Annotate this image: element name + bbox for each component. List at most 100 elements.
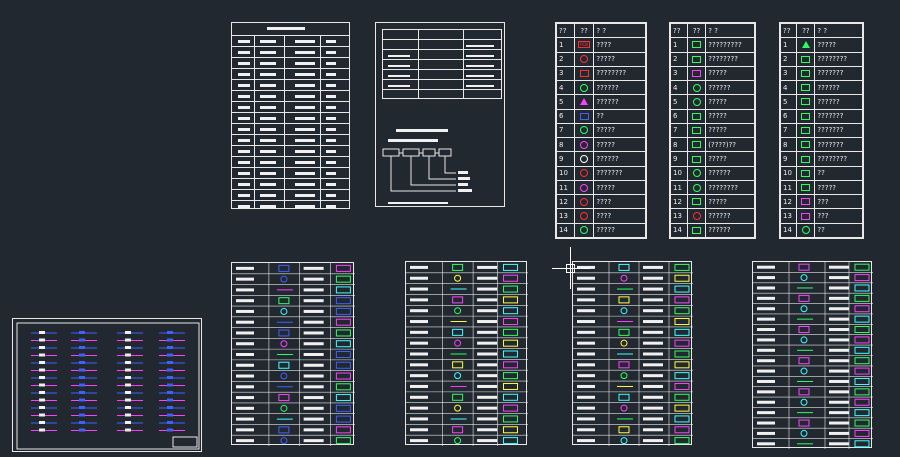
symbol-description: ?????: [705, 65, 755, 82]
table-row: 10???????: [556, 165, 646, 181]
symbol-cell: [686, 122, 707, 139]
symbol-box: [854, 398, 870, 406]
symbol-box: [854, 419, 870, 427]
text-bar: [577, 352, 595, 356]
text-bar: [757, 286, 775, 290]
text-bar: [236, 406, 254, 410]
symbol-cell: [796, 51, 816, 67]
text-bar: [643, 352, 663, 356]
circle-icon: [692, 97, 701, 106]
symbol-circle: [620, 437, 628, 445]
symbol-cell: [686, 65, 707, 82]
text-bar: [577, 374, 595, 378]
overview-symbol: [125, 428, 131, 432]
symbol-circle: [454, 339, 462, 347]
symbol-description: ???????: [814, 137, 863, 153]
text-bar: [477, 363, 498, 367]
table-row: 5??????: [779, 94, 863, 110]
symbol-box: [503, 426, 518, 434]
box-icon: [801, 169, 811, 177]
symbol-description: (????)??: [705, 137, 755, 153]
table-row: 4??????: [779, 80, 863, 96]
symbol-box: [335, 437, 351, 445]
symbol-box: [335, 404, 351, 412]
box-icon: [692, 198, 702, 206]
symbol-box: [854, 440, 870, 448]
row-number: 8: [670, 137, 688, 153]
symbol-box: [335, 383, 351, 391]
symbol-cell: [796, 37, 816, 53]
table-row: 7???????: [779, 122, 863, 139]
symbol-box: [618, 296, 630, 304]
table-row: 2????????: [779, 51, 863, 67]
symbol-cell: [686, 80, 707, 96]
symbol-box: [618, 393, 630, 401]
symbol-cell: PCB: [573, 37, 595, 53]
symbol-box: [503, 415, 518, 423]
symbol-cell: [573, 94, 595, 110]
row-number: 7: [670, 122, 688, 139]
symbol-box: [798, 263, 810, 271]
table-row: 6??: [556, 108, 646, 124]
text-bar: [236, 417, 254, 421]
row-number: 13: [556, 208, 575, 224]
overview-symbol: [39, 368, 45, 372]
symbol-box: [278, 361, 290, 369]
table-row: 7?????: [670, 122, 755, 139]
circle-icon: [580, 55, 589, 64]
symbol-box: [278, 426, 290, 434]
text-bar: [303, 288, 324, 292]
symbol-description: ???????: [814, 108, 863, 124]
table-row: 13??????: [670, 208, 755, 224]
circle-icon: [580, 183, 589, 192]
row-number: 9: [670, 151, 688, 167]
box-icon: [692, 112, 702, 120]
row-number: 3: [779, 65, 798, 82]
row-number: 8: [556, 137, 575, 153]
overview-symbol: [167, 383, 173, 387]
circle-icon: [580, 197, 589, 206]
table-row: 14??: [779, 222, 863, 239]
crosshair-pickbox: [566, 264, 575, 273]
overview-symbol: [79, 406, 85, 409]
symbol-cell: [573, 165, 595, 181]
symbol-list-2-graphic: [406, 262, 528, 446]
text-bar: [236, 396, 254, 400]
box-icon: [801, 141, 811, 149]
overview-symbol: [39, 398, 45, 402]
overview-symbol: [39, 353, 45, 357]
symbol-box: [854, 274, 870, 282]
symbol-cell: [686, 37, 707, 53]
text-bar: [577, 363, 595, 367]
table-row: 14??????: [670, 222, 755, 239]
text-bar: [303, 342, 324, 346]
overview-symbol: [167, 406, 173, 409]
text-bar: [477, 265, 498, 269]
table-row: 1?????????: [670, 37, 755, 53]
material-table-bars: [238, 40, 345, 208]
symbol-cell: [796, 222, 816, 239]
row-number: 7: [556, 122, 575, 139]
text-bar: [577, 287, 595, 291]
sheet-notes: [375, 22, 505, 207]
legend-header-cell: ??: [573, 22, 595, 39]
symbol-description: ???????: [593, 165, 646, 181]
symbol-cell: [573, 151, 595, 167]
row-number: 5: [556, 94, 575, 110]
table-row: 11????????: [670, 179, 755, 196]
table-row: 3???????: [779, 65, 863, 82]
text-bar: [757, 276, 775, 280]
text-bar: [643, 287, 663, 291]
symbol-box: [503, 382, 518, 390]
overview-symbol: [125, 406, 131, 409]
text-bar: [829, 442, 849, 446]
text-bar: [236, 331, 254, 335]
notes-diagram: [382, 45, 494, 204]
row-number: 1: [556, 37, 575, 53]
symbol-cell: [686, 94, 707, 110]
text-bar: [757, 390, 775, 394]
overview-symbol: [125, 398, 131, 402]
symbol-box: [674, 318, 690, 326]
text-bar: [477, 352, 498, 356]
